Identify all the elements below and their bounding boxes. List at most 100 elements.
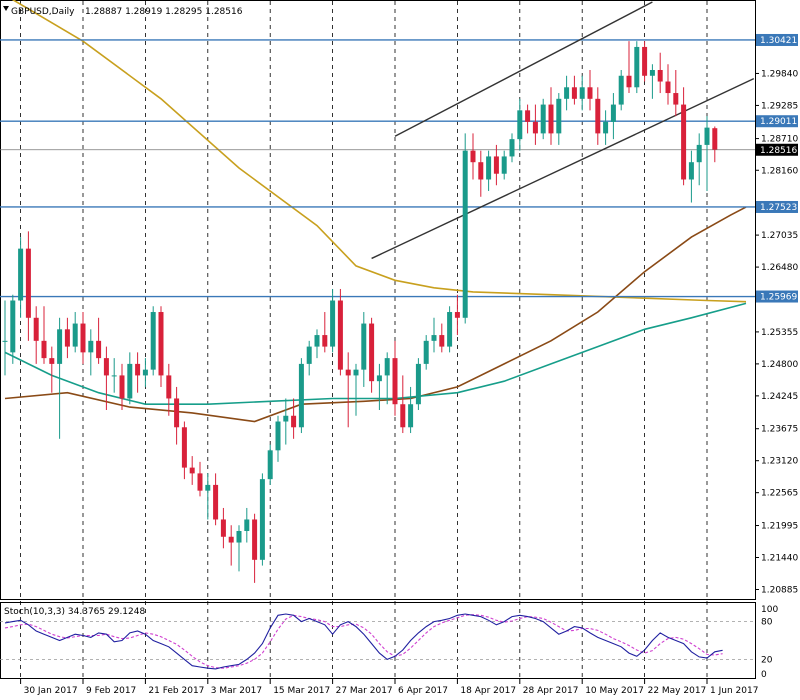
candle (603, 110, 609, 145)
candle-body (330, 300, 336, 347)
y-tick-label: 1.27035 (761, 231, 798, 241)
candle (2, 300, 8, 376)
level-label: 1.29011 (760, 117, 797, 127)
candle (392, 340, 398, 416)
candle (252, 513, 258, 583)
candle (197, 461, 203, 497)
candle (267, 444, 273, 485)
candle (135, 352, 141, 393)
candle (688, 150, 694, 203)
trendlines (371, 1, 755, 260)
candle (681, 87, 687, 186)
candle (509, 133, 515, 163)
candle-body (525, 110, 531, 122)
candle (259, 473, 265, 566)
candle-body (618, 75, 624, 105)
candle-body (564, 87, 570, 99)
candle (150, 306, 156, 376)
candle (532, 104, 538, 145)
candle-body (431, 335, 437, 341)
candle-body (423, 340, 429, 364)
candle-body (283, 415, 289, 422)
y-tick-label: 1.24245 (761, 392, 798, 402)
candle (704, 116, 710, 192)
candle-body (595, 98, 601, 134)
candle-body (111, 375, 117, 377)
x-tick-label: 10 May 2017 (585, 686, 644, 696)
candle-body (571, 87, 577, 99)
y-tick-label: 1.29840 (761, 69, 798, 79)
candle (166, 363, 172, 416)
candle (96, 317, 102, 364)
candle (306, 340, 312, 376)
y-tick-label: 1.29285 (761, 101, 798, 111)
y-tick-label: 1.21995 (761, 522, 798, 532)
candle (41, 306, 47, 364)
candle-body (119, 375, 125, 399)
candle (579, 75, 585, 111)
x-tick-label: 9 Feb 2017 (86, 686, 136, 696)
candle (181, 421, 187, 480)
candle (517, 98, 523, 151)
candle (556, 93, 562, 145)
ohlc-header: 1.28887 1.28919 1.28295 1.28516 (85, 7, 243, 17)
candle (665, 64, 671, 105)
trendline (371, 78, 755, 260)
stoch-tick-label: 100 (761, 605, 778, 615)
candle (345, 352, 351, 428)
candle-body (634, 46, 640, 88)
candle-body (384, 358, 390, 376)
date-axis: 30 Jan 2017 9 Feb 2017 21 Feb 2017 3 Mar 20… (20, 679, 758, 696)
candle (72, 312, 78, 353)
candle-body (657, 69, 663, 82)
candle (447, 306, 453, 353)
candle-body (275, 421, 281, 451)
candle (431, 317, 437, 353)
x-tick-label: 28 Apr 2017 (523, 686, 579, 696)
candle (142, 358, 148, 387)
x-tick-label: 21 Feb 2017 (148, 686, 204, 696)
candle-body (103, 358, 109, 376)
candle (478, 150, 484, 197)
candle-body (439, 335, 445, 347)
candle (376, 363, 382, 410)
candle-body (64, 329, 70, 347)
candle-body (174, 398, 180, 428)
candle-body (579, 87, 585, 99)
candle-body (392, 358, 398, 405)
current-price-box (756, 143, 798, 156)
candle (470, 133, 476, 180)
main-panel-frame (0, 0, 756, 600)
candle-body (10, 300, 16, 353)
y-tick-label: 1.28160 (761, 166, 798, 176)
stochastic-lines (0, 613, 755, 670)
header-triangle-icon (3, 6, 9, 11)
candle-body (478, 162, 484, 180)
current-price-label: 1.28516 (760, 146, 797, 156)
candle (103, 346, 109, 410)
horizontal-levels (0, 39, 755, 298)
candle-body (2, 340, 8, 342)
candle-body (150, 312, 156, 370)
candle-body (205, 484, 211, 491)
candle (548, 87, 554, 145)
candle (361, 312, 367, 387)
y-tick-label: 1.22565 (761, 489, 798, 499)
candle-body (298, 363, 304, 428)
candle (337, 288, 343, 376)
candle-body (509, 139, 515, 157)
candle-body (681, 104, 687, 180)
x-tick-label: 30 Jan 2017 (24, 686, 78, 696)
candle (49, 346, 55, 393)
candle-body (353, 369, 359, 376)
x-tick-label: 3 Mar 2017 (211, 686, 262, 696)
candle-body (587, 87, 593, 99)
candle (486, 150, 492, 192)
level-label: 1.25969 (760, 293, 797, 303)
x-tick-label: 18 Apr 2017 (460, 686, 516, 696)
y-tick-label: 1.24800 (761, 360, 798, 370)
candle (236, 525, 242, 572)
candle (501, 150, 507, 180)
candle (712, 126, 718, 163)
candle (119, 363, 125, 410)
